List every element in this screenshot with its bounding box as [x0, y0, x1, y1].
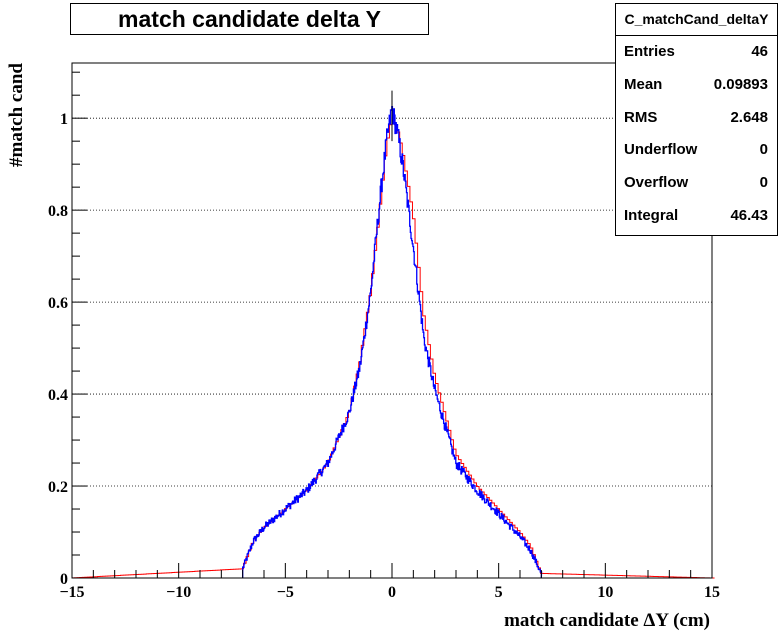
stats-value: 46.43	[730, 206, 768, 224]
stats-value: 0	[759, 141, 768, 159]
stats-label: Entries	[624, 43, 675, 60]
x-axis-ticks: −15 −10 −5 0 5 10 15	[59, 563, 720, 601]
stats-label: Underflow	[624, 141, 698, 159]
stats-row-entries: Entries 46	[616, 36, 777, 69]
y-axis-label: #match cand	[6, 63, 27, 167]
x-tick-label: 10	[597, 584, 613, 601]
stats-value: 0	[759, 174, 768, 192]
stats-box: C_matchCand_deltaY Entries 46 Mean 0.09893…	[615, 3, 778, 236]
chart-title: match candidate delta Y	[70, 3, 429, 35]
stats-value: 2.648	[730, 108, 768, 126]
stats-row-integral: Integral 46.43	[616, 200, 777, 233]
y-tick-label: 0	[60, 571, 68, 588]
y-tick-label: 1	[60, 111, 68, 128]
x-tick-label: 5	[495, 584, 503, 601]
stats-label: Integral	[624, 206, 679, 224]
stats-label: Overflow	[624, 174, 689, 192]
y-tick-label: 0.8	[48, 203, 68, 220]
stats-value: 0.09893	[713, 75, 768, 93]
stats-row-overflow: Overflow 0	[616, 167, 777, 200]
y-axis-ticks: 0 0.2 0.4 0.6 0.8 1	[48, 71, 87, 588]
y-tick-label: 0.4	[48, 387, 68, 404]
stats-value: 46	[751, 43, 768, 60]
x-tick-label: 0	[388, 584, 396, 601]
y-tick-label: 0.6	[48, 295, 68, 312]
stats-row-underflow: Underflow 0	[616, 134, 777, 167]
stats-row-mean: Mean 0.09893	[616, 69, 777, 102]
stats-label: RMS	[624, 108, 658, 126]
stats-label: Mean	[624, 75, 663, 93]
y-tick-label: 0.2	[48, 479, 68, 496]
x-tick-label: −5	[277, 584, 294, 601]
stats-box-name: C_matchCand_deltaY	[616, 4, 777, 36]
x-axis-label: match candidate ΔY (cm)	[504, 610, 710, 631]
x-tick-label: 15	[704, 584, 720, 601]
x-tick-label: −10	[166, 584, 191, 601]
stats-row-rms: RMS 2.648	[616, 102, 777, 135]
x-tick-label: −15	[59, 584, 84, 601]
